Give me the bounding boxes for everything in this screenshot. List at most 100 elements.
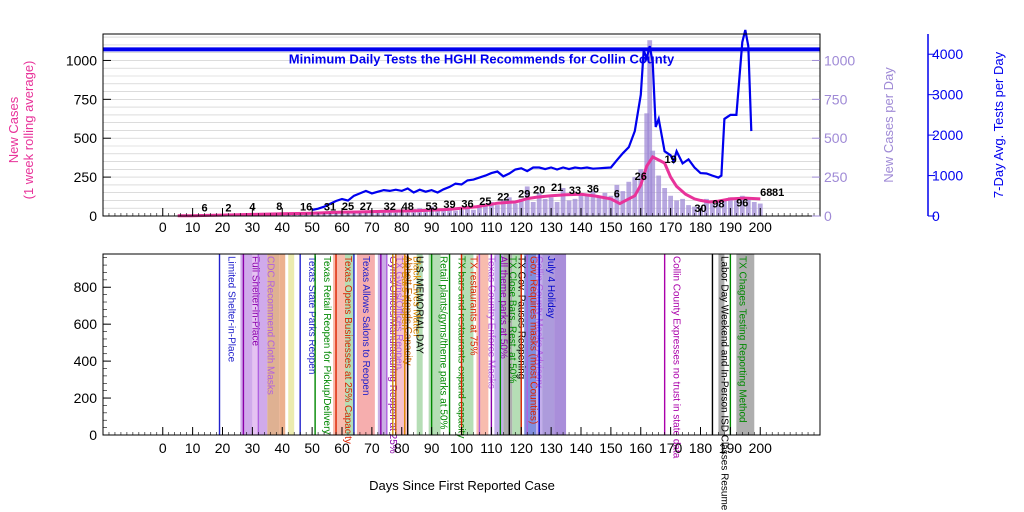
event-label: CDC Recommend Cloth Masks bbox=[264, 256, 275, 395]
event-band bbox=[524, 254, 537, 435]
daily-case-bar bbox=[572, 198, 578, 216]
x-tick-label: 110 bbox=[480, 440, 503, 456]
event-band bbox=[288, 254, 295, 435]
event-band bbox=[718, 254, 725, 435]
daily-case-bar bbox=[704, 198, 709, 216]
daily-case-bar bbox=[524, 186, 530, 216]
event-band bbox=[258, 254, 268, 435]
daily-case-bar bbox=[596, 197, 602, 216]
event-label: Collin County Expresses no trust in stat… bbox=[671, 256, 682, 459]
daily-case-bar bbox=[530, 202, 536, 216]
event-label: TX Gyms/Offices Reopen bbox=[393, 256, 404, 369]
y-tick-label: 1000 bbox=[66, 52, 97, 68]
x-tick-label: 150 bbox=[599, 440, 623, 456]
x-tick-label: 200 bbox=[749, 440, 773, 456]
x-tick-label: 170 bbox=[659, 440, 683, 456]
data-label: 25 bbox=[342, 201, 354, 213]
x-tick-label: 130 bbox=[539, 440, 563, 456]
daily-case-bar bbox=[512, 203, 518, 216]
daily-case-bar bbox=[727, 197, 733, 216]
tests-line bbox=[311, 29, 753, 211]
event-band bbox=[279, 254, 286, 435]
daily-case-bar bbox=[674, 200, 679, 216]
y-tick-label: 500 bbox=[74, 130, 98, 146]
daily-case-bar bbox=[465, 208, 470, 216]
x-tick-label: 80 bbox=[394, 440, 410, 456]
daily-case-bar bbox=[647, 40, 653, 216]
event-label: Texas State Parks Reopen bbox=[306, 256, 317, 374]
daily-case-bar bbox=[722, 200, 727, 216]
daily-case-bar bbox=[542, 198, 548, 216]
daily-case-bar bbox=[536, 192, 542, 216]
bottom-plot-axes: 0 10 20 30 40 50 60 70 80 90 100 110 120 130 140 150 160… bbox=[74, 257, 821, 456]
event-band bbox=[461, 254, 474, 435]
x-tick-label: 190 bbox=[719, 219, 743, 235]
daily-case-bar bbox=[739, 195, 745, 216]
y2-tick-label: 500 bbox=[824, 130, 848, 146]
x-tick-label: 150 bbox=[599, 219, 623, 235]
x-tick-label: 100 bbox=[450, 440, 474, 456]
y-tick-label: 800 bbox=[74, 279, 98, 295]
data-label: 2 bbox=[225, 202, 231, 214]
daily-case-bar bbox=[554, 202, 560, 216]
data-label: 21 bbox=[551, 182, 563, 194]
y-tick-label: 600 bbox=[74, 316, 98, 332]
x-tick-label: 90 bbox=[424, 440, 440, 456]
x-tick-label: 120 bbox=[510, 219, 534, 235]
data-label: 53 bbox=[426, 201, 438, 213]
y-axis-label-line1: New Cases bbox=[6, 96, 21, 163]
top-plot-grid bbox=[103, 36, 820, 217]
event-label: Black Lives Matter bbox=[411, 256, 422, 338]
event-band bbox=[542, 254, 555, 435]
event-band bbox=[494, 254, 504, 435]
data-label: 20 bbox=[533, 184, 545, 196]
hghi-label: Minimum Daily Tests the HGHI Recommends … bbox=[289, 51, 675, 66]
y2-axis-label: New Cases per Day bbox=[881, 67, 896, 183]
event-band bbox=[476, 254, 489, 435]
data-label: 48 bbox=[402, 201, 414, 213]
y-tick-label: 250 bbox=[74, 169, 98, 185]
y3-tick-label: 0 bbox=[932, 208, 940, 224]
event-band bbox=[428, 254, 441, 435]
data-label: 81 bbox=[772, 187, 784, 199]
event-bands bbox=[240, 254, 755, 435]
event-label: U.S. MEMORIAL DAY bbox=[414, 256, 425, 354]
y3-axis-label: 7-Day Avg. Tests per Day bbox=[991, 51, 1006, 198]
x-tick-label: 190 bbox=[719, 440, 743, 456]
x-tick-label: 10 bbox=[185, 440, 201, 456]
daily-case-bar bbox=[494, 205, 500, 216]
x-tick-label: 70 bbox=[364, 440, 380, 456]
data-label: 98 bbox=[712, 198, 724, 210]
x-tick-label: 10 bbox=[185, 219, 201, 235]
daily-case-bar bbox=[638, 169, 644, 216]
event-label: TX Chages Testing Reporting Method bbox=[736, 256, 747, 423]
x-tick-label: 0 bbox=[159, 440, 167, 456]
x-tick-label: 140 bbox=[569, 440, 593, 456]
event-band bbox=[267, 254, 280, 435]
data-label-group: 6 2 4 8 16 31 25 27 32 48 53 39 36 25 22 29 20 21 33 36 6261… bbox=[202, 154, 785, 215]
daily-case-bar bbox=[686, 205, 691, 216]
x-tick-label: 40 bbox=[274, 219, 290, 235]
x-tick-label: 70 bbox=[364, 219, 380, 235]
x-tick-label: 170 bbox=[659, 219, 683, 235]
event-band bbox=[344, 254, 354, 435]
data-label: 6 bbox=[202, 202, 208, 214]
daily-case-bar bbox=[477, 206, 482, 216]
daily-case-bar bbox=[518, 198, 524, 216]
event-band bbox=[377, 254, 387, 435]
daily-case-bar bbox=[417, 208, 423, 216]
y2-tick-label: 750 bbox=[824, 91, 848, 107]
data-label: 8 bbox=[276, 201, 282, 213]
data-label: 27 bbox=[360, 201, 372, 213]
data-label: 6 bbox=[614, 188, 620, 200]
event-markers: Limited Shelter-in-Place Full Shelter-in-… bbox=[218, 254, 747, 511]
y-tick-label: 400 bbox=[74, 353, 98, 369]
data-label: 22 bbox=[497, 191, 509, 203]
y3-tick-label: 1000 bbox=[932, 168, 963, 184]
x-tick-label: 110 bbox=[480, 219, 503, 235]
event-band bbox=[333, 254, 345, 435]
daily-case-bar bbox=[656, 175, 662, 216]
daily-case-bar bbox=[584, 195, 590, 216]
daily-case-bar bbox=[506, 197, 512, 216]
data-label: 16 bbox=[300, 202, 312, 214]
